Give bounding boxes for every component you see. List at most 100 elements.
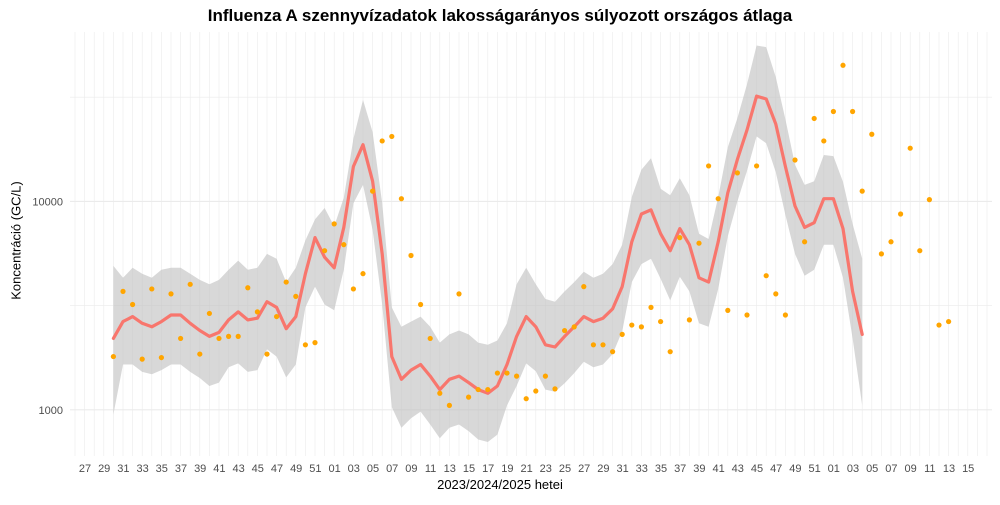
data-point [811,115,817,122]
x-tick-label: 27 [79,463,91,475]
data-point [427,335,433,342]
data-point [706,163,712,169]
data-point [946,318,952,325]
x-tick-label: 49 [290,463,302,475]
data-point [734,170,741,176]
data-point [610,349,616,355]
x-tick-label: 39 [194,463,206,475]
trend-line [111,94,864,395]
data-point [370,188,376,194]
data-point [552,386,558,392]
x-tick-label: 05 [367,463,379,475]
data-point [408,252,414,259]
data-point [274,313,280,320]
data-point [350,286,356,292]
data-point [446,402,452,408]
x-tick-label: 07 [386,463,398,475]
data-point [178,335,184,342]
data-point [149,286,155,292]
data-point [763,273,769,279]
data-point [158,354,164,361]
x-tick-label: 27 [578,463,590,475]
data-point [869,131,875,137]
data-point [254,309,260,315]
data-point [581,284,587,290]
x-tick-label: 17 [482,463,494,475]
data-point [235,333,241,339]
x-tick-label: 43 [232,463,244,475]
data-point [898,211,904,217]
data-point [139,356,145,362]
x-tick-label: 43 [732,463,744,475]
data-point [590,342,597,348]
y-axis-label: Koncentráció (GC/L) [8,181,24,300]
data-point [523,396,529,402]
data-point [696,240,702,246]
data-point [878,251,885,257]
x-tick-label: 25 [559,463,571,475]
data-point [926,197,933,203]
x-tick-label: 29 [98,463,110,475]
x-axis-label: 2023/2024/2025 hetei [437,477,563,492]
data-point [917,248,923,254]
data-point [485,386,491,393]
data-point [821,138,827,144]
data-point [859,188,865,194]
data-point [341,242,347,248]
data-point [936,322,942,328]
data-point [226,333,232,339]
x-tick-label: 09 [904,463,916,475]
x-tick-label: 23 [540,463,552,475]
data-point [379,138,385,144]
data-point [850,108,856,115]
x-tick-label: 15 [463,463,475,475]
x-tick-label: 31 [616,463,628,475]
data-point [562,327,568,334]
data-point [130,301,136,308]
data-point [600,342,606,348]
data-point [888,239,894,245]
data-point [389,133,395,140]
x-tick-label: 37 [175,463,187,475]
x-tick-label: 37 [674,463,686,475]
data-point [782,312,789,318]
data-point [293,293,299,299]
data-point [331,221,337,227]
data-point [360,271,366,277]
data-point [302,342,308,348]
x-tick-label: 03 [348,463,360,475]
data-point [197,351,203,357]
data-point [571,324,577,330]
data-point [754,163,760,169]
x-tick-label: 45 [751,463,763,475]
x-tick-label: 07 [885,463,897,475]
data-point [456,291,462,297]
data-point [619,331,625,337]
data-point [802,239,808,245]
data-point [187,281,193,287]
data-point [168,291,174,297]
x-tick-label: 47 [271,463,283,475]
x-tick-label: 21 [520,463,532,475]
data-point [437,390,443,396]
data-point [322,248,328,254]
y-tick-label: 1000 [39,405,63,417]
data-point [792,157,798,163]
data-point [677,235,683,241]
x-tick-label: 51 [808,463,820,475]
confidence-band [113,45,863,442]
x-tick-label: 29 [597,463,609,475]
x-tick-label: 31 [117,463,129,475]
data-point [648,304,654,310]
data-point [715,196,721,202]
x-tick-label: 11 [425,463,436,475]
x-tick-label: 03 [847,463,859,475]
x-tick-label: 05 [866,463,878,475]
x-tick-label: 41 [712,463,724,475]
x-tick-label: 33 [636,463,648,475]
data-point [312,340,318,346]
data-point [658,318,664,325]
data-point [542,373,549,379]
